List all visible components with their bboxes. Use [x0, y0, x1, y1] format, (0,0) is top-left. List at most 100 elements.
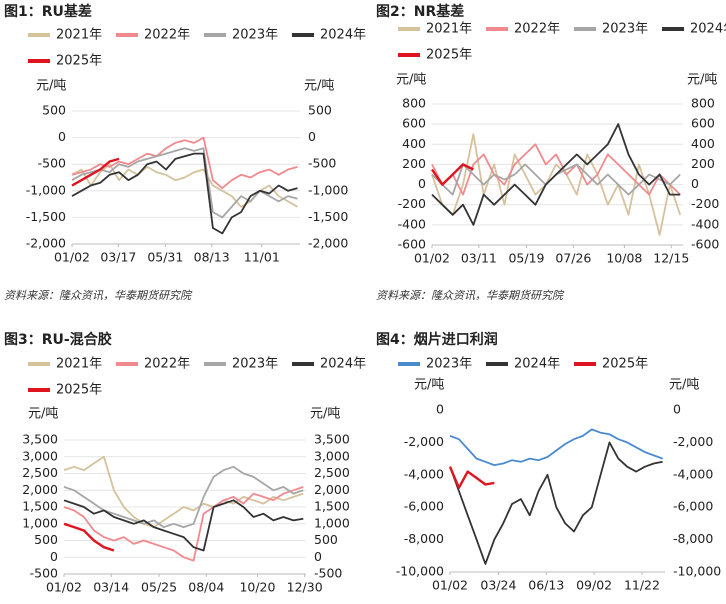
y-tick-label: 0: [58, 129, 66, 144]
legend-label: 2025年: [426, 48, 472, 63]
legend-label: 2021年: [56, 357, 102, 372]
y2-tick-label: 0: [673, 402, 681, 417]
series-line: [63, 455, 304, 528]
y-tick-label: 0: [418, 176, 426, 191]
y-tick-label: 0: [50, 549, 58, 564]
y-tick-label: -500: [30, 566, 58, 581]
x-tick-label: 01/02: [46, 580, 82, 595]
y-tick-label: -6,000: [404, 499, 444, 514]
y2-tick-label: 3,500: [314, 432, 350, 447]
series-line: [431, 123, 681, 226]
y2-tick-label: -1,500: [308, 209, 348, 224]
legend-label: 2023年: [426, 357, 472, 372]
y-tick-label: -600: [398, 237, 426, 252]
chart-title: 图3：RU-混合胶: [4, 331, 112, 348]
y-tick-label: -1,000: [26, 182, 66, 197]
y-tick-label: -1,500: [26, 209, 66, 224]
y2-tick-label: -400: [691, 216, 719, 231]
series-line: [63, 522, 115, 552]
series-line: [449, 441, 663, 565]
x-tick-label: 03/24: [480, 578, 516, 593]
series-line: [71, 157, 120, 187]
chart-title: 图1：RU基差: [4, 3, 92, 20]
y-tick-label: 2,000: [22, 482, 58, 497]
legend-label: 2022年: [144, 28, 190, 43]
legend-label: 2024年: [320, 357, 366, 372]
y2-tick-label: 1,500: [314, 499, 350, 514]
y2-tick-label: -8,000: [673, 531, 713, 546]
x-tick-label: 10/20: [239, 580, 275, 595]
x-tick-label: 09/02: [576, 578, 612, 593]
series-line: [431, 133, 682, 236]
y2-axis-unit: 元/吨: [669, 378, 699, 393]
y-tick-label: -4,000: [404, 466, 444, 481]
y-tick-label: 800: [402, 96, 426, 111]
y2-tick-label: -500: [314, 566, 342, 581]
x-tick-label: 12/30: [287, 580, 323, 595]
series-line: [71, 136, 298, 189]
y2-tick-label: -500: [308, 156, 336, 171]
y2-tick-label: -200: [691, 196, 719, 211]
y2-tick-label: 0: [314, 549, 322, 564]
y-tick-label: 1,500: [22, 499, 58, 514]
y2-tick-label: 400: [691, 136, 715, 151]
legend-label: 2021年: [426, 22, 472, 37]
x-tick-label: 11/22: [624, 578, 660, 593]
y-axis-unit: 元/吨: [28, 407, 58, 422]
y2-tick-label: 200: [691, 156, 715, 171]
x-tick-label: 03/11: [461, 251, 497, 266]
y-tick-label: -400: [398, 216, 426, 231]
x-tick-label: 05/31: [147, 250, 183, 265]
y-tick-label: -2,000: [404, 434, 444, 449]
y-tick-label: -10,000: [396, 564, 444, 579]
y-tick-label: -8,000: [404, 531, 444, 546]
y-tick-label: 3,500: [22, 432, 58, 447]
x-tick-label: 01/02: [432, 578, 468, 593]
x-tick-label: 03/14: [93, 580, 129, 595]
legend-label: 2022年: [514, 22, 560, 37]
x-tick-label: 05/19: [508, 251, 544, 266]
y2-tick-label: -2,000: [673, 434, 713, 449]
y2-tick-label: 600: [691, 116, 715, 131]
y-axis-unit: 元/吨: [396, 73, 426, 88]
y2-tick-label: -4,000: [673, 466, 713, 481]
x-tick-label: 11/01: [244, 250, 280, 265]
y-tick-label: 600: [402, 116, 426, 131]
x-tick-label: 03/17: [100, 250, 136, 265]
x-tick-label: 12/15: [653, 251, 689, 266]
series-line: [431, 163, 474, 186]
legend-label: 2024年: [514, 357, 560, 372]
y-tick-label: -200: [398, 196, 426, 211]
series-line: [449, 428, 663, 466]
x-tick-label: 01/02: [54, 250, 90, 265]
legend-label: 2022年: [144, 357, 190, 372]
legend-label: 2021年: [56, 28, 102, 43]
y2-axis-unit: 元/吨: [687, 73, 717, 88]
y2-tick-label: 0: [308, 129, 316, 144]
legend-label: 2025年: [56, 383, 102, 398]
series-line: [63, 486, 304, 562]
legend-label: 2023年: [232, 357, 278, 372]
series-line: [63, 465, 304, 528]
y2-tick-label: 1,000: [314, 515, 350, 530]
y-tick-label: 500: [42, 103, 66, 118]
legend-label: 2025年: [56, 54, 102, 69]
y-axis-unit: 元/吨: [414, 378, 444, 393]
y-axis-unit: 元/吨: [36, 79, 66, 94]
source-note: 资料来源：隆众资讯，华泰期货研究院: [376, 289, 565, 302]
x-tick-label: 08/04: [188, 580, 224, 595]
y2-tick-label: 500: [314, 532, 338, 547]
legend-label: 2025年: [602, 357, 648, 372]
y2-tick-label: 2,500: [314, 465, 350, 480]
y-tick-label: 500: [34, 532, 58, 547]
y-tick-label: 2,500: [22, 465, 58, 480]
legend-label: 2024年: [690, 22, 726, 37]
y2-tick-label: 3,000: [314, 448, 350, 463]
x-tick-label: 07/26: [555, 251, 591, 266]
y2-tick-label: -600: [691, 237, 719, 252]
y-tick-label: 0: [436, 402, 444, 417]
x-tick-label: 05/25: [141, 580, 177, 595]
y2-tick-label: 500: [308, 103, 332, 118]
y2-tick-label: -2,000: [308, 236, 348, 251]
